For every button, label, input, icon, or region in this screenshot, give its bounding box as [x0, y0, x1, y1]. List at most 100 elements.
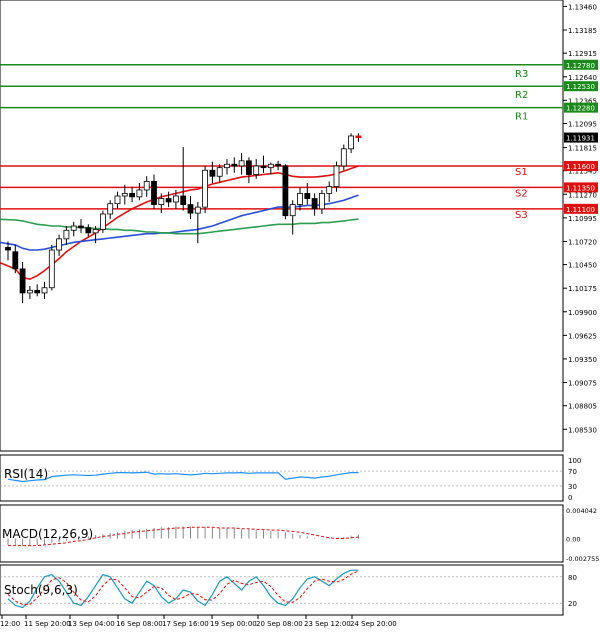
candle-body: [224, 163, 230, 169]
candle-body: [348, 135, 355, 150]
level-name-s1: S1: [515, 167, 528, 178]
candle-body: [209, 169, 216, 177]
level-name-s3: S3: [515, 210, 528, 221]
price-tick-label: 1.12640: [568, 74, 597, 82]
stoch-indicator: 80 20: [0, 569, 577, 609]
stoch-k-line: [7, 569, 359, 609]
candle-body: [143, 180, 150, 191]
time-tick-label: 12:00: [0, 620, 20, 628]
candle-body: [26, 289, 33, 294]
stoch-panel: [0, 564, 564, 616]
time-tick-label: 13 Sep 04:00: [68, 620, 115, 628]
level-price-tag-label: 1.12780: [566, 62, 595, 70]
price-tick-label: 1.09075: [568, 380, 597, 388]
level-price-tag-label: 1.11100: [566, 206, 595, 214]
rsi-tick-label: 0: [568, 494, 572, 502]
level-price-tag-label: 1.12530: [566, 83, 595, 91]
candle-body: [48, 249, 55, 289]
candle-body: [326, 186, 333, 194]
level-name-r2: R2: [515, 90, 528, 101]
time-tick-label: 19 Sep 00:00: [210, 620, 257, 628]
candle-body: [289, 204, 296, 217]
candle-body: [19, 268, 26, 294]
level-price-tag: [564, 182, 598, 193]
price-panel: [0, 0, 564, 452]
time-tick-label: 23 Sep 12:00: [304, 620, 351, 628]
candle-body: [172, 195, 179, 203]
current-price-label: 1.11931: [566, 135, 595, 143]
price-tick-label: 1.11815: [568, 145, 597, 153]
level-price-tag: [564, 203, 598, 214]
candle-body: [78, 225, 84, 229]
rsi-label: RSI(14): [4, 467, 48, 481]
price-tick-label: 1.13185: [568, 27, 597, 35]
stoch-tick-label: 80: [568, 574, 577, 582]
candle-body: [260, 165, 267, 169]
price-tick-label: 1.10450: [568, 262, 597, 270]
time-tick-label: 24 Sep 20:00: [350, 620, 397, 628]
macd-tick-label: 0.00: [566, 536, 580, 544]
candle-body: [12, 251, 19, 270]
price-tick-label: 1.12365: [568, 97, 597, 105]
rsi-indicator: 100 70 30 0: [0, 457, 581, 502]
candle-body: [85, 227, 92, 234]
price-tick-label: 1.09625: [568, 332, 597, 340]
candle-body: [165, 198, 172, 203]
level-price-tag-label: 1.11350: [566, 184, 595, 192]
level-price-tag: [564, 81, 598, 92]
price-tick-label: 1.08805: [568, 403, 597, 411]
level-name-s2: S2: [515, 188, 528, 199]
candle-body: [245, 160, 252, 175]
candle-body: [63, 229, 70, 240]
rsi-panel: [0, 454, 564, 502]
support-resistance-levels: R3 R2 R1 S1 S2 S3: [0, 64, 563, 221]
level-price-tag-label: 1.12280: [566, 105, 595, 113]
price-tick-label: 1.12915: [568, 50, 597, 58]
price-tick-label: 1.08530: [568, 426, 597, 434]
candle-body: [275, 163, 282, 167]
macd-tick-label: -0.002755: [566, 555, 599, 563]
time-tick-label: 20 Sep 08:00: [256, 620, 303, 628]
rsi-tick-label: 100: [568, 457, 581, 465]
candle-body: [136, 189, 143, 198]
candle-body: [158, 198, 165, 205]
macd-indicator: 0.004042 0.00 -0.002755: [7, 507, 599, 563]
rsi-tick-label: 70: [568, 468, 577, 476]
candle-body: [202, 169, 209, 208]
candle-body: [340, 148, 347, 167]
candle-body: [34, 289, 41, 294]
candle-body: [355, 135, 362, 139]
rsi-line: [7, 471, 359, 483]
candle-body: [114, 195, 121, 205]
candle-body: [41, 287, 48, 294]
stoch-label: Stoch(9,6,3): [4, 583, 78, 597]
candle-body: [304, 193, 311, 199]
candle-body: [121, 193, 128, 197]
price-tick-label: 1.09350: [568, 356, 597, 364]
candle-body: [216, 167, 223, 177]
candle-body: [311, 198, 318, 210]
candle-body: [180, 195, 187, 205]
price-tick-label: 1.13460: [568, 3, 597, 11]
candle-body: [333, 165, 340, 187]
candle-body: [238, 160, 245, 167]
level-price-tag: [564, 59, 598, 70]
candle-body: [151, 180, 157, 205]
candle-body: [318, 193, 325, 210]
candle-body: [253, 165, 260, 175]
price-tick-label: 1.12095: [568, 121, 597, 129]
price-tick-label: 1.10175: [568, 285, 597, 293]
level-price-tag: [564, 160, 598, 171]
current-price-tag: [564, 132, 598, 143]
candle-body: [267, 163, 274, 169]
candle-body: [129, 193, 136, 198]
time-tick-label: 11 Sep 20:00: [24, 620, 71, 628]
price-tick-label: 1.09900: [568, 309, 597, 317]
time-tick-label: 16 Sep 08:00: [116, 620, 163, 628]
macd-panel: [0, 504, 564, 563]
level-name-r1: R1: [515, 112, 528, 123]
price-tick-label: 1.11545: [568, 168, 597, 176]
